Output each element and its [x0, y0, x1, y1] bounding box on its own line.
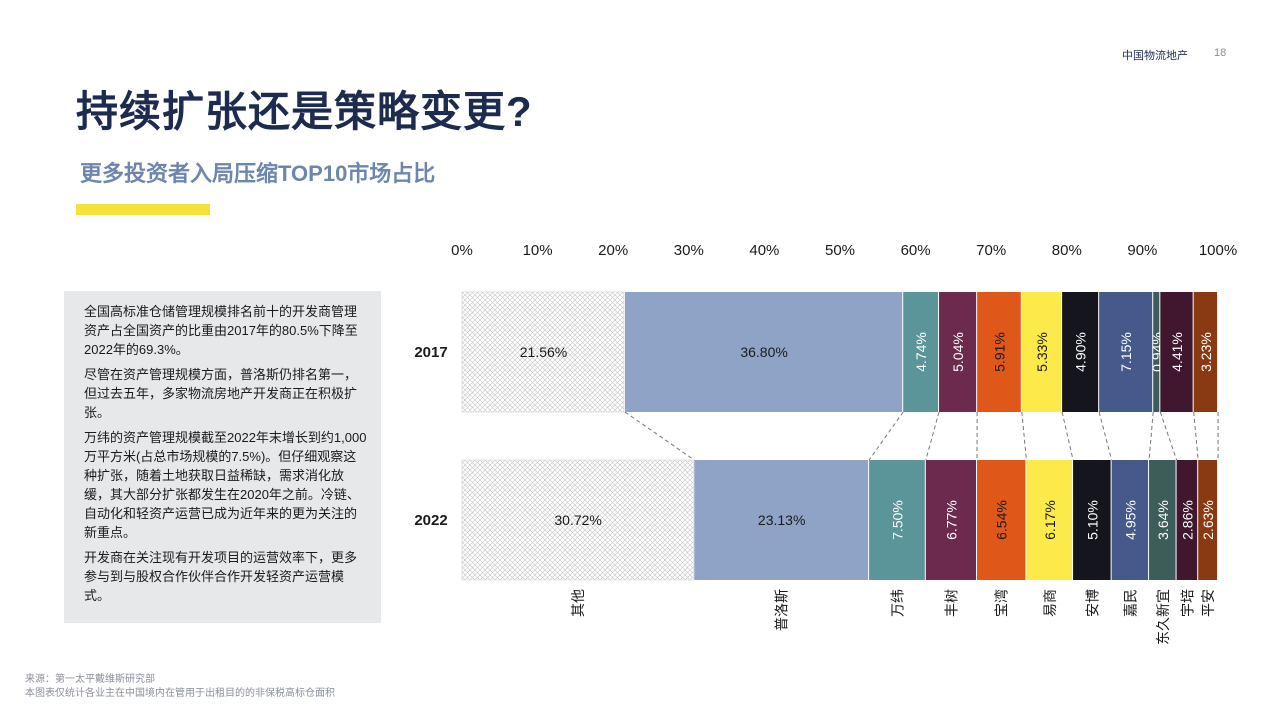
data-label: 6.54% [994, 500, 1010, 540]
data-label: 6.77% [943, 500, 959, 540]
data-label: 4.95% [1122, 500, 1138, 540]
connector-line [624, 411, 695, 461]
bar-segment [1198, 460, 1218, 580]
data-label: 4.41% [1169, 332, 1185, 372]
accent-bar [76, 204, 210, 215]
x-tick-label: 50% [825, 242, 855, 259]
data-label: 30.72% [554, 512, 601, 528]
bar-segment [1062, 292, 1099, 412]
bar-segment [1073, 460, 1111, 580]
x-tick-label: 30% [674, 242, 704, 259]
category-label: 2017 [414, 344, 447, 361]
summary-paragraph: 开发商在关注现有开发项目的运营效率下，更多参与到与股权合作伙伴合作开发轻资产运营… [84, 550, 358, 603]
bar-segment [1193, 292, 1218, 412]
bar-segment [925, 460, 976, 580]
bar-segment [1160, 292, 1193, 412]
x-tick-label: 20% [598, 242, 628, 259]
summary-paragraph: 尽管在资产管理规模方面，普洛斯仍排名第一，但过去五年，多家物流房地产开发商正在积… [84, 367, 358, 420]
connector-line [1098, 411, 1113, 461]
data-label: 5.10% [1084, 500, 1100, 540]
data-label: 21.56% [520, 344, 567, 360]
bar-segment [1149, 460, 1176, 580]
series-label: 安博 [1084, 589, 1100, 617]
bar-segment [903, 292, 939, 412]
x-tick-label: 80% [1052, 242, 1082, 259]
data-label: 7.50% [889, 500, 905, 540]
category-label: 2022 [414, 512, 447, 529]
bar-segment [869, 460, 925, 580]
series-label: 万纬 [889, 589, 905, 617]
footnote-line: 本图表仅统计各业主在中国境内在管用于出租目的的非保税高标仓面积 [25, 688, 335, 699]
series-label: 平安 [1200, 589, 1216, 617]
series-label: 普洛斯 [774, 589, 790, 631]
data-label: 5.33% [1034, 332, 1050, 372]
series-label: 东久新宜 [1155, 589, 1171, 645]
series-label: 宇培 [1179, 589, 1195, 617]
bar-segment [939, 292, 977, 412]
x-tick-label: 100% [1199, 242, 1237, 259]
x-tick-label: 10% [523, 242, 553, 259]
summary-textbox: 全国高标准仓储管理规模排名前十的开发商管理资产占全国资产的比重由2017年的80… [64, 291, 381, 623]
data-label: 5.91% [991, 332, 1007, 372]
series-label: 宝湾 [994, 589, 1010, 617]
x-tick-label: 0% [451, 242, 473, 259]
data-label: 2.63% [1200, 500, 1216, 540]
data-label: 2.86% [1179, 500, 1195, 540]
summary-paragraph: 全国高标准仓储管理规模排名前十的开发商管理资产占全国资产的比重由2017年的80… [84, 304, 358, 357]
bar-segment [1026, 460, 1073, 580]
bar-segment [1176, 460, 1198, 580]
data-label: 3.23% [1198, 332, 1214, 372]
series-label: 丰树 [943, 589, 959, 617]
data-label: 23.13% [758, 512, 805, 528]
bar-segment [694, 460, 869, 580]
data-label: 7.15% [1118, 332, 1134, 372]
bar-segment [1021, 292, 1062, 412]
source-note: 来源：第一太平戴维斯研究部 本图表仅统计各业主在中国境内在管用于出租目的的非保税… [25, 673, 335, 701]
page-title: 持续扩张还是策略变更? [76, 88, 533, 135]
x-tick-label: 90% [1127, 242, 1157, 259]
bar-segment [976, 460, 1026, 580]
data-label: 3.64% [1155, 500, 1171, 540]
bar-segment [624, 292, 903, 412]
bar-segment [1111, 460, 1149, 580]
x-tick-label: 60% [901, 242, 931, 259]
bar-segment [977, 292, 1021, 412]
x-tick-label: 70% [976, 242, 1006, 259]
series-label: 易商 [1042, 589, 1058, 617]
source-line: 来源：第一太平戴维斯研究部 [25, 674, 155, 685]
data-label: 6.17% [1042, 500, 1058, 540]
connector-line [925, 411, 940, 461]
connector-line [1193, 411, 1199, 461]
bar-segment [1153, 292, 1160, 412]
page-number: 18 [1214, 47, 1227, 59]
series-label: 其他 [570, 589, 586, 617]
brand-label: 中国物流地产 [1122, 50, 1188, 62]
bar-segment [1099, 292, 1153, 412]
series-label: 嘉民 [1122, 589, 1138, 617]
page-subtitle: 更多投资者入局压缩TOP10市场占比 [80, 161, 436, 186]
data-label: 4.90% [1073, 332, 1089, 372]
bar-segment [461, 459, 694, 581]
connector-line [1021, 411, 1027, 461]
connector-line [1061, 411, 1074, 461]
bar-segment [461, 291, 625, 413]
data-label: 5.04% [950, 332, 966, 372]
summary-paragraph: 万纬的资产管理规模截至2022年末增长到约1,000万平方米(占总市场规模的7.… [84, 430, 367, 540]
connector-line [868, 411, 904, 461]
x-tick-label: 40% [749, 242, 779, 259]
connector-line [1159, 411, 1178, 461]
connector-line [1148, 411, 1154, 461]
data-label: 4.74% [913, 332, 929, 372]
data-label: 36.80% [740, 344, 787, 360]
